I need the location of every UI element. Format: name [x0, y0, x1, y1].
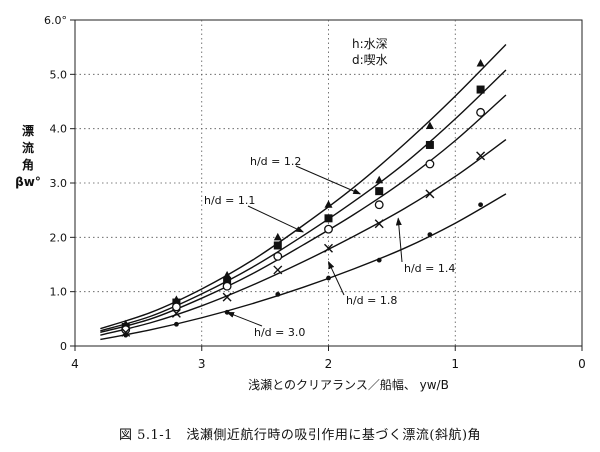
series-curve — [100, 69, 507, 332]
data-point-circle — [324, 224, 333, 234]
data-point-triangle — [223, 270, 232, 279]
data-point-circle — [222, 281, 232, 291]
figure-caption: 図 5.1-1 浅瀬側近航行時の吸引作用に基づく漂流(斜航)角 — [118, 428, 482, 443]
x-tick-label: 4 — [71, 357, 79, 371]
data-point-triangle — [476, 58, 485, 67]
annotation-arrow — [395, 217, 403, 263]
y-tick-label: 3.0 — [50, 177, 68, 190]
data-point-dot — [174, 321, 179, 327]
x-tick-label: 0 — [578, 357, 586, 371]
y-axis-label: βw° — [15, 175, 41, 189]
data-point-square — [375, 187, 384, 196]
x-axis-label: 浅瀬とのクリアランス／船幅、 yw/B — [248, 377, 449, 392]
y-tick-label: 1.0 — [50, 286, 68, 299]
series-curve — [100, 138, 507, 336]
data-point-triangle — [425, 121, 434, 129]
curve-annotation: h/d = 3.0 — [254, 326, 305, 339]
data-point-circle — [374, 200, 384, 210]
data-point-x — [222, 292, 232, 302]
data-point-circle — [273, 251, 283, 261]
data-point-circle — [425, 159, 435, 169]
annotation-arrow — [226, 311, 263, 327]
data-point-triangle — [375, 175, 384, 184]
data-point-square — [223, 276, 232, 285]
x-tick-label: 2 — [325, 357, 333, 371]
data-point-x — [476, 151, 486, 161]
y-tick-label: 4.0 — [50, 123, 68, 136]
series-curve — [100, 94, 507, 334]
data-point-x — [171, 308, 181, 318]
data-point-dot — [478, 202, 483, 208]
data-point-square — [476, 85, 485, 94]
data-point-dot — [123, 332, 129, 338]
curve-annotation: h/d = 1.4 — [404, 262, 455, 275]
curve-annotation: h/d = 1.2 — [250, 155, 301, 168]
y-axis-label: 流 — [22, 140, 34, 155]
data-point-dot — [326, 275, 331, 281]
legend-note: d:喫水 — [352, 53, 388, 67]
drift-angle-chart: 4 3 2 1 0 0 1.0 2.0 3.0 4.0 5.0 6.0° 浅瀬とのクリアランス／船幅、 … — [15, 14, 586, 392]
data-point-x — [324, 243, 333, 253]
data-point-circle — [171, 302, 181, 312]
data-point-dot — [427, 232, 433, 238]
data-point-square — [425, 140, 434, 149]
y-tick-label: 5.0 — [50, 68, 68, 81]
curve-annotation: h/d = 1.8 — [346, 294, 397, 307]
series-curve — [100, 193, 507, 341]
data-point-x — [374, 219, 384, 229]
y-tick-label: 0 — [60, 340, 67, 353]
data-point-square — [324, 214, 333, 223]
legend-note: h:水深 — [352, 37, 388, 51]
data-point-square — [273, 241, 282, 250]
data-point-x — [425, 189, 435, 199]
annotation-arrow — [247, 205, 305, 233]
data-point-dot — [376, 257, 382, 263]
annotation-arrow — [295, 165, 362, 195]
curve-annotation: h/d = 1.1 — [204, 194, 255, 207]
series-curve — [100, 43, 507, 330]
y-axis-label: 角 — [22, 157, 34, 172]
data-point-triangle — [273, 232, 282, 241]
annotation-arrow — [328, 260, 345, 296]
y-tick-label: 2.0 — [50, 231, 68, 244]
y-axis-label: 漂 — [22, 123, 34, 138]
data-point-triangle — [324, 200, 333, 208]
x-tick-label: 3 — [198, 357, 206, 371]
data-point-circle — [476, 107, 486, 117]
x-tick-label: 1 — [451, 357, 459, 371]
data-point-x — [273, 265, 283, 275]
data-point-dot — [275, 291, 281, 297]
y-tick-label: 6.0° — [44, 14, 67, 27]
data-point-x — [121, 327, 131, 337]
